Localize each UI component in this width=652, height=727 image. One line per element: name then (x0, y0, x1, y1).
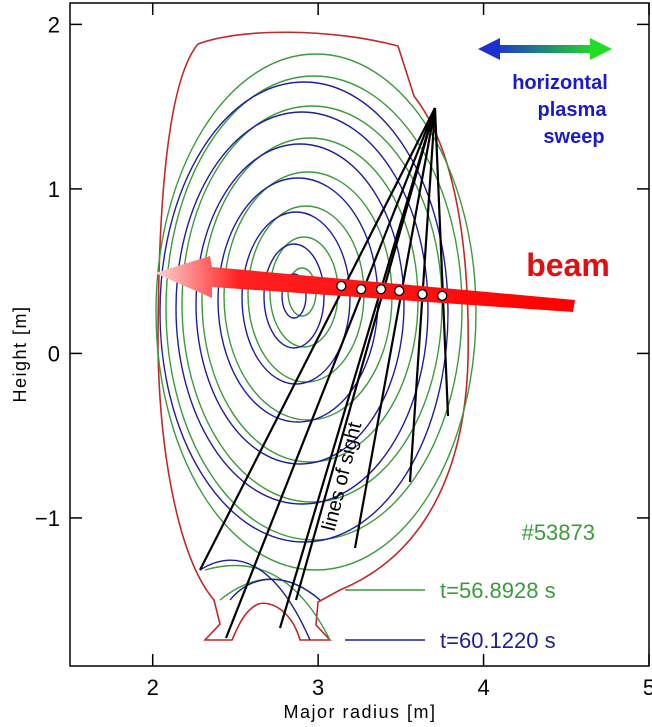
x-axis-label: Major radius [m] (283, 702, 436, 722)
y-tick-label: −1 (35, 506, 60, 531)
lines-of-sight (199, 107, 450, 639)
sweep-label: sweep (543, 126, 604, 148)
x-tick-label: 5 (643, 675, 652, 700)
y-tick-label: 0 (48, 341, 60, 366)
observation-point (375, 284, 387, 295)
legend-label: t=56.8928 s (440, 578, 556, 603)
x-tick-label: 2 (147, 675, 159, 700)
sweep-label: horizontal (512, 72, 608, 94)
shot-number: #53873 (522, 520, 595, 545)
legend-label: t=60.1220 s (440, 628, 556, 653)
beam-arrow (155, 256, 575, 312)
sweep-arrow-body (492, 45, 596, 53)
beam-label: beam (526, 247, 610, 283)
observation-point (437, 290, 448, 301)
y-tick-label: 2 (48, 12, 60, 37)
y-tick-label: 1 (48, 177, 60, 202)
sweep-arrow-left (478, 38, 500, 60)
plot-frame (69, 2, 650, 667)
observation-point (394, 285, 405, 297)
sweep-label: plasma (538, 99, 608, 121)
sweep-arrow-right (590, 38, 612, 60)
y-axis-label: Height [m] (10, 305, 30, 402)
x-tick-label: 4 (477, 675, 489, 700)
observation-point (336, 280, 347, 292)
observation-point (417, 289, 428, 300)
x-tick-label: 3 (312, 675, 324, 700)
observation-point (356, 284, 367, 295)
